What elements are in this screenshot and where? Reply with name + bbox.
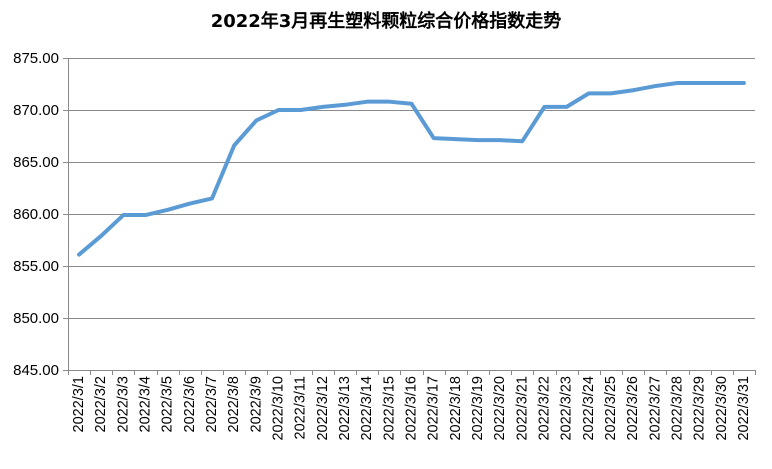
data-point: [343, 103, 347, 107]
x-tick-label: 2022/3/18: [448, 376, 464, 441]
data-point: [121, 213, 125, 217]
x-tick-label: 2022/3/14: [359, 376, 375, 441]
gridlines: [68, 58, 755, 319]
data-point: [254, 118, 258, 122]
axes: [63, 58, 756, 375]
x-tick-label: 2022/3/23: [559, 376, 575, 441]
y-tick-label: 845.00: [13, 362, 59, 379]
x-tick-label: 2022/3/27: [647, 376, 663, 441]
series-group: [77, 80, 746, 257]
data-point: [698, 81, 702, 85]
data-point: [675, 81, 679, 85]
x-tick-label: 2022/3/4: [138, 376, 154, 432]
data-point: [77, 253, 81, 257]
y-tick-label: 875.00: [13, 50, 59, 67]
data-point: [365, 100, 369, 104]
data-point: [232, 143, 236, 147]
data-point: [653, 84, 657, 88]
x-tick-label: 2022/3/9: [248, 376, 264, 432]
y-tick-label: 860.00: [13, 206, 59, 223]
chart-title: 2022年3月再生塑料颗粒综合价格指数走势: [211, 10, 562, 32]
x-tick-label: 2022/3/15: [381, 376, 397, 441]
data-point: [144, 213, 148, 217]
data-point: [410, 102, 413, 106]
x-tick-label: 2022/3/2: [93, 376, 109, 432]
x-tick-label: 2022/3/19: [470, 376, 486, 441]
x-tick-label: 2022/3/13: [337, 376, 353, 441]
x-tick-label: 2022/3/26: [625, 376, 641, 441]
x-tick-label: 2022/3/21: [514, 376, 530, 441]
x-tick-label: 2022/3/10: [271, 376, 287, 441]
x-tick-label: 2022/3/11: [293, 376, 309, 439]
data-point: [742, 81, 746, 85]
data-point: [454, 137, 458, 141]
data-point: [299, 108, 303, 112]
data-point: [188, 202, 192, 206]
x-tick-label: 2022/3/20: [492, 376, 508, 441]
y-tick-label: 870.00: [13, 102, 59, 119]
x-tick-label: 2022/3/16: [404, 376, 420, 441]
data-point: [609, 91, 613, 95]
x-tick-label: 2022/3/28: [669, 376, 685, 441]
data-point: [520, 139, 524, 143]
data-point: [720, 81, 724, 85]
y-axis-labels: 845.00 850.00 855.00 860.00 865.00 870.00 875.…: [13, 50, 59, 379]
data-point: [99, 234, 103, 238]
data-point: [565, 105, 569, 109]
x-tick-label: 2022/3/12: [315, 376, 331, 441]
data-point: [432, 136, 436, 140]
data-point: [321, 105, 325, 109]
data-point: [476, 138, 480, 142]
data-point: [277, 108, 281, 112]
y-tick-label: 865.00: [13, 154, 59, 171]
x-tick-label: 2022/3/29: [692, 376, 708, 441]
data-point: [210, 196, 214, 200]
x-axis-labels: 2022/3/1 2022/3/2 2022/3/3 2022/3/4 2022/3/5…: [71, 376, 752, 441]
x-tick-label: 2022/3/7: [204, 376, 220, 432]
x-tick-label: 2022/3/17: [426, 376, 442, 441]
y-tick-label: 850.00: [13, 310, 59, 327]
data-point: [542, 105, 546, 109]
x-tick-label: 2022/3/8: [226, 376, 242, 432]
x-tick-label: 2022/3/6: [182, 376, 198, 432]
data-point: [387, 100, 391, 104]
x-tick-label: 2022/3/31: [736, 376, 752, 441]
data-point: [166, 208, 170, 212]
x-tick-label: 2022/3/5: [160, 376, 176, 432]
x-tick-label: 2022/3/25: [603, 376, 619, 441]
y-tick-label: 855.00: [13, 258, 59, 275]
x-tick-label: 2022/3/30: [714, 376, 730, 441]
x-tick-label: 2022/3/3: [115, 376, 131, 432]
x-tick-label: 2022/3/22: [536, 376, 552, 441]
x-tick-label: 2022/3/24: [581, 376, 597, 441]
data-point: [587, 91, 591, 95]
data-point: [631, 88, 635, 92]
data-point: [498, 138, 502, 142]
x-tick-label: 2022/3/1: [71, 376, 87, 432]
